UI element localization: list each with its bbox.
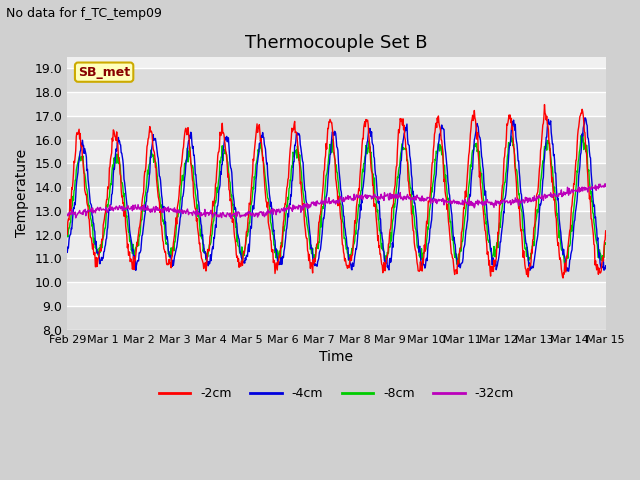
-32cm [89, 210, 97, 216]
-4cm [89, 220, 97, 226]
-8cm [561, 262, 568, 268]
-8cm [287, 178, 294, 183]
-2cm [584, 185, 592, 191]
-2cm [541, 102, 548, 108]
Bar [67, 235, 605, 258]
Text: No data for f_TC_temp09: No data for f_TC_temp09 [6, 7, 163, 20]
-8cm [163, 241, 171, 247]
Title: Thermocouple Set B: Thermocouple Set B [245, 34, 428, 52]
Bar [67, 140, 605, 163]
Bar [67, 306, 605, 330]
Bar [67, 211, 605, 235]
-8cm [602, 241, 609, 247]
-4cm [63, 250, 71, 255]
-8cm [89, 236, 97, 242]
-32cm [227, 216, 235, 221]
-4cm [381, 258, 388, 264]
-32cm [575, 189, 583, 195]
-2cm [576, 114, 584, 120]
X-axis label: Time: Time [319, 350, 353, 364]
Bar [67, 116, 605, 140]
-8cm [575, 149, 583, 155]
Line: -2cm: -2cm [67, 105, 605, 278]
-32cm [63, 212, 71, 217]
-2cm [559, 275, 567, 281]
-8cm [584, 168, 592, 174]
-4cm [602, 263, 609, 269]
-4cm [575, 168, 583, 174]
-4cm [581, 115, 589, 120]
-4cm [584, 135, 592, 141]
-8cm [579, 130, 586, 136]
-2cm [602, 228, 609, 234]
Line: -32cm: -32cm [67, 184, 605, 218]
-2cm [163, 262, 171, 268]
-4cm [564, 268, 572, 274]
Y-axis label: Temperature: Temperature [15, 149, 29, 237]
-32cm [602, 181, 609, 187]
Line: -4cm: -4cm [67, 118, 605, 271]
-8cm [63, 231, 71, 237]
Bar [67, 282, 605, 306]
Bar [67, 92, 605, 116]
Bar [67, 187, 605, 211]
-4cm [287, 192, 294, 198]
-2cm [287, 142, 294, 147]
Bar [67, 258, 605, 282]
-32cm [602, 183, 609, 189]
-32cm [381, 193, 389, 199]
Text: SB_met: SB_met [78, 66, 130, 79]
-32cm [287, 205, 295, 211]
-8cm [381, 256, 388, 262]
-4cm [163, 234, 171, 240]
Legend: -2cm, -4cm, -8cm, -32cm: -2cm, -4cm, -8cm, -32cm [154, 383, 519, 406]
Bar [67, 69, 605, 92]
Line: -8cm: -8cm [67, 133, 605, 265]
Bar [67, 163, 605, 187]
-2cm [63, 231, 71, 237]
-32cm [584, 189, 591, 195]
-2cm [381, 261, 388, 266]
-32cm [163, 205, 171, 211]
-2cm [89, 241, 97, 247]
